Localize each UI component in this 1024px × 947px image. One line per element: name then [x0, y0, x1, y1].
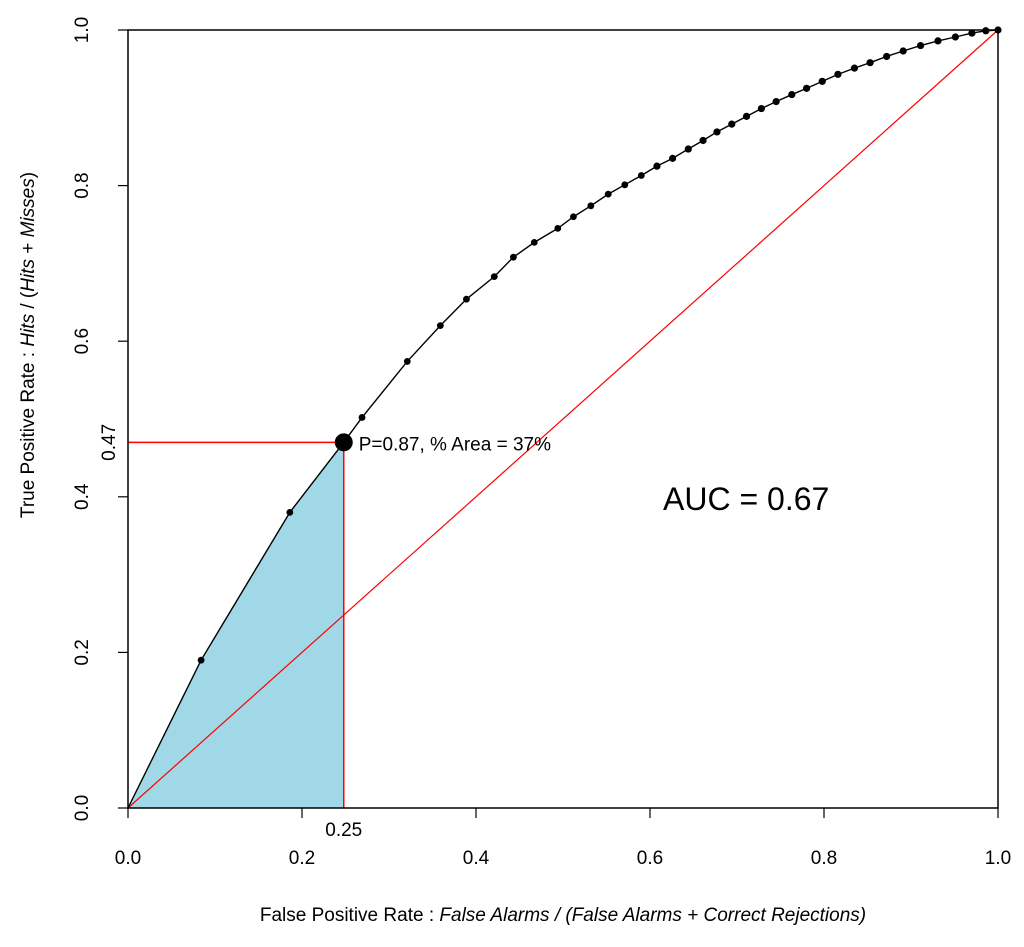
roc-point — [637, 172, 645, 179]
x-axis-title: False Positive Rate : False Alarms / (Fa… — [260, 905, 866, 926]
roc-point — [530, 238, 538, 246]
roc-point — [713, 128, 721, 136]
y-tick-label: 0.8 — [72, 172, 93, 198]
x-tick-label: 0.6 — [637, 848, 663, 869]
roc-point — [772, 97, 780, 106]
x-axis-title-prefix: False Positive Rate : — [260, 905, 440, 926]
roc-point — [883, 52, 891, 61]
highlight-point — [334, 433, 353, 452]
roc-point — [803, 84, 811, 92]
axes: 0.25 0.47 0.0 0.2 0.4 0.6 0.8 1.0 0.0 0.2 0.4 0.6 0.… — [72, 17, 1011, 869]
roc-point — [834, 70, 842, 78]
roc-point — [699, 136, 707, 145]
plot-area: P=0.87, % Area = 37% — [127, 26, 1002, 809]
area-under-curve-shading — [128, 442, 344, 808]
y-axis-title-end: ) — [18, 172, 39, 178]
roc-point — [197, 656, 205, 664]
y-axis-title-mid: / ( — [18, 291, 39, 314]
roc-point — [934, 37, 942, 45]
y-tick-label: 1.0 — [72, 17, 93, 43]
roc-point — [788, 90, 796, 99]
roc-point — [358, 414, 366, 421]
y-tick-label: 0.6 — [72, 328, 93, 354]
x-tick-label: 0.2 — [289, 848, 315, 869]
y-tick-label: 0.4 — [72, 483, 93, 510]
y-axis-title-plus: + — [18, 237, 39, 259]
roc-point — [570, 213, 577, 221]
diagonal-reference-line — [127, 29, 999, 809]
y-axis-title-italic-misses: Misses — [18, 178, 39, 238]
y-axis-title-italic-hits: Hits — [18, 313, 39, 346]
highlight-x-label: 0.25 — [325, 820, 362, 841]
y-axis-title: True Positive Rate : Hits / (Hits + Miss… — [18, 172, 39, 518]
roc-point — [587, 202, 595, 210]
roc-point — [653, 162, 661, 170]
roc-point — [604, 190, 612, 198]
y-tick-label: 0.0 — [72, 795, 93, 821]
roc-point — [490, 273, 498, 281]
roc-point — [951, 33, 959, 41]
roc-point — [463, 295, 470, 303]
roc-curve-line — [127, 29, 999, 809]
roc-point — [757, 104, 765, 113]
x-tick-label: 0.0 — [115, 848, 141, 869]
roc-point — [436, 322, 444, 330]
roc-point — [916, 41, 925, 50]
roc-point — [286, 508, 294, 516]
roc-point — [684, 145, 692, 153]
roc-point — [968, 29, 976, 37]
roc-point — [982, 27, 990, 35]
roc-point — [818, 77, 826, 85]
y-axis-title-italic-hits-2: Hits — [18, 259, 39, 292]
roc-point — [728, 120, 736, 128]
auc-annotation: AUC = 0.67 — [663, 481, 829, 517]
highlight-y-label: 0.47 — [99, 424, 120, 461]
x-tick-label: 1.0 — [985, 848, 1011, 869]
roc-point — [554, 224, 562, 232]
roc-point — [866, 59, 874, 67]
roc-point — [742, 112, 751, 120]
x-axis-title-italic: False Alarms / (False Alarms + Correct R… — [439, 905, 866, 926]
plot-frame — [127, 29, 999, 809]
x-tick-label: 0.4 — [463, 848, 490, 869]
x-tick-label: 0.8 — [811, 848, 837, 869]
roc-point — [899, 47, 907, 55]
roc-point — [403, 358, 411, 365]
highlight-annotation: P=0.87, % Area = 37% — [359, 434, 551, 455]
roc-point — [510, 253, 517, 261]
roc-point — [669, 154, 677, 162]
roc-point — [621, 181, 629, 189]
roc-point — [850, 64, 859, 72]
y-axis-title-prefix: True Positive Rate : — [18, 347, 39, 518]
y-tick-label: 0.2 — [72, 639, 93, 665]
